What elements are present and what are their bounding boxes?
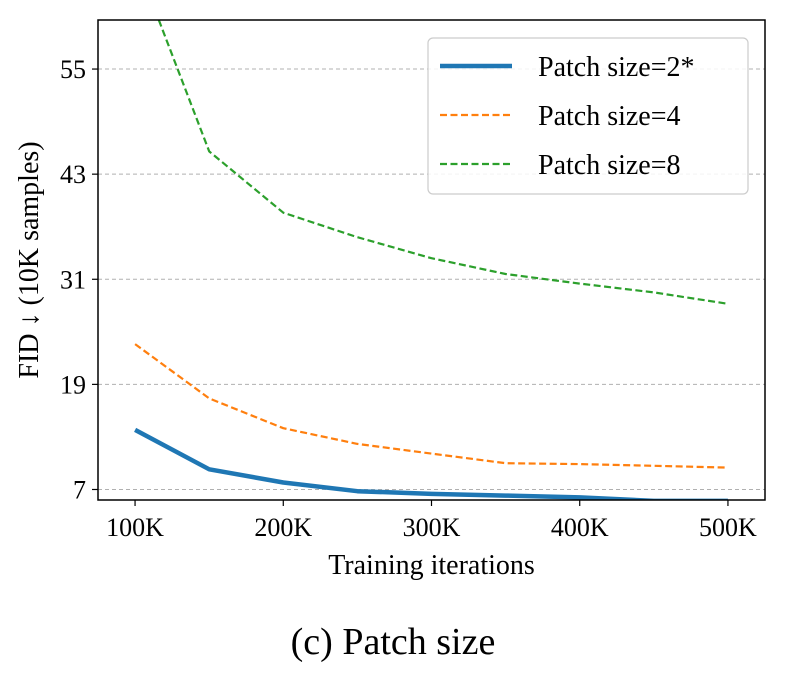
series-line-3 <box>157 20 729 305</box>
x-tick-label: 100K <box>106 513 164 542</box>
y-tick-label: 55 <box>60 55 86 84</box>
y-axis-ticks: 7 19 31 43 55 <box>60 55 98 504</box>
legend-label-3: Patch size=8 <box>538 150 681 181</box>
legend-label-1: Patch size=2* <box>538 52 695 83</box>
x-axis-title: Training iterations <box>328 550 535 581</box>
y-tick-label: 7 <box>73 475 86 504</box>
series-line-2 <box>134 343 728 469</box>
x-tick-label: 300K <box>403 513 461 542</box>
y-axis-title: FID ↓ (10K samples) <box>14 141 45 378</box>
figure-caption: (c) Patch size <box>291 621 496 663</box>
x-tick-label: 400K <box>551 513 609 542</box>
x-axis-ticks: 100K 200K 300K 400K 500K <box>106 500 757 542</box>
y-tick-label: 19 <box>60 370 86 399</box>
legend-box <box>427 37 749 195</box>
y-tick-label: 31 <box>60 265 86 294</box>
x-tick-label: 500K <box>699 513 757 542</box>
legend: Patch size=2* Patch size=4 Patch size=8 <box>427 37 749 195</box>
legend-label-2: Patch size=4 <box>538 101 681 132</box>
x-tick-label: 200K <box>254 513 312 542</box>
y-tick-label: 43 <box>60 160 86 189</box>
